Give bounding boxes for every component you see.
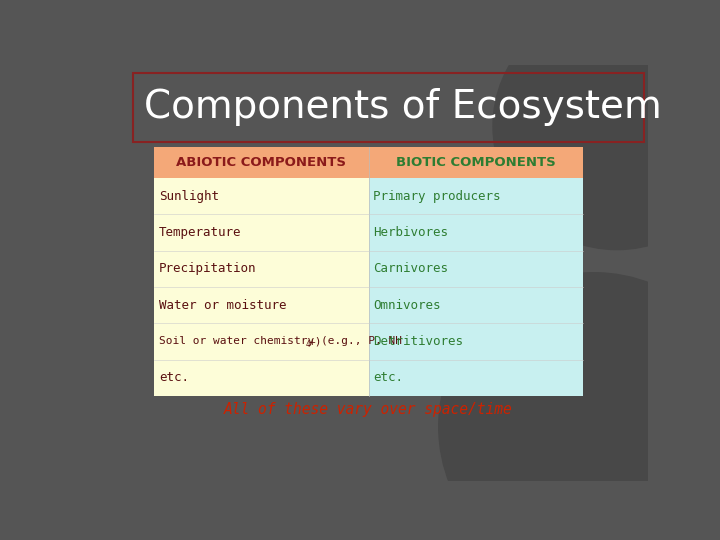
Text: 4: 4 bbox=[305, 340, 310, 349]
Bar bbox=[154, 147, 583, 178]
Text: Omnivores: Omnivores bbox=[373, 299, 441, 312]
Text: Primary producers: Primary producers bbox=[373, 190, 501, 202]
Text: Sunlight: Sunlight bbox=[159, 190, 219, 202]
Text: All of these vary over space/time: All of these vary over space/time bbox=[224, 402, 513, 417]
Text: etc.: etc. bbox=[373, 371, 403, 384]
Text: Detritivores: Detritivores bbox=[373, 335, 463, 348]
Text: Herbivores: Herbivores bbox=[373, 226, 449, 239]
Text: Water or moisture: Water or moisture bbox=[159, 299, 287, 312]
Text: Soil or water chemistry (e.g., P, NH: Soil or water chemistry (e.g., P, NH bbox=[159, 336, 402, 347]
Text: Temperature: Temperature bbox=[159, 226, 241, 239]
Bar bbox=[132, 72, 644, 142]
Text: BIOTIC COMPONENTS: BIOTIC COMPONENTS bbox=[396, 156, 556, 169]
Text: ABIOTIC COMPONENTS: ABIOTIC COMPONENTS bbox=[176, 156, 346, 169]
Text: +): +) bbox=[309, 336, 323, 347]
Text: Carnivores: Carnivores bbox=[373, 262, 449, 275]
Bar bbox=[154, 178, 369, 396]
Bar bbox=[369, 178, 583, 396]
Text: etc.: etc. bbox=[159, 371, 189, 384]
Text: Components of Ecosystem: Components of Ecosystem bbox=[144, 88, 662, 126]
Circle shape bbox=[493, 3, 720, 249]
Text: Precipitation: Precipitation bbox=[159, 262, 256, 275]
Circle shape bbox=[438, 273, 720, 540]
